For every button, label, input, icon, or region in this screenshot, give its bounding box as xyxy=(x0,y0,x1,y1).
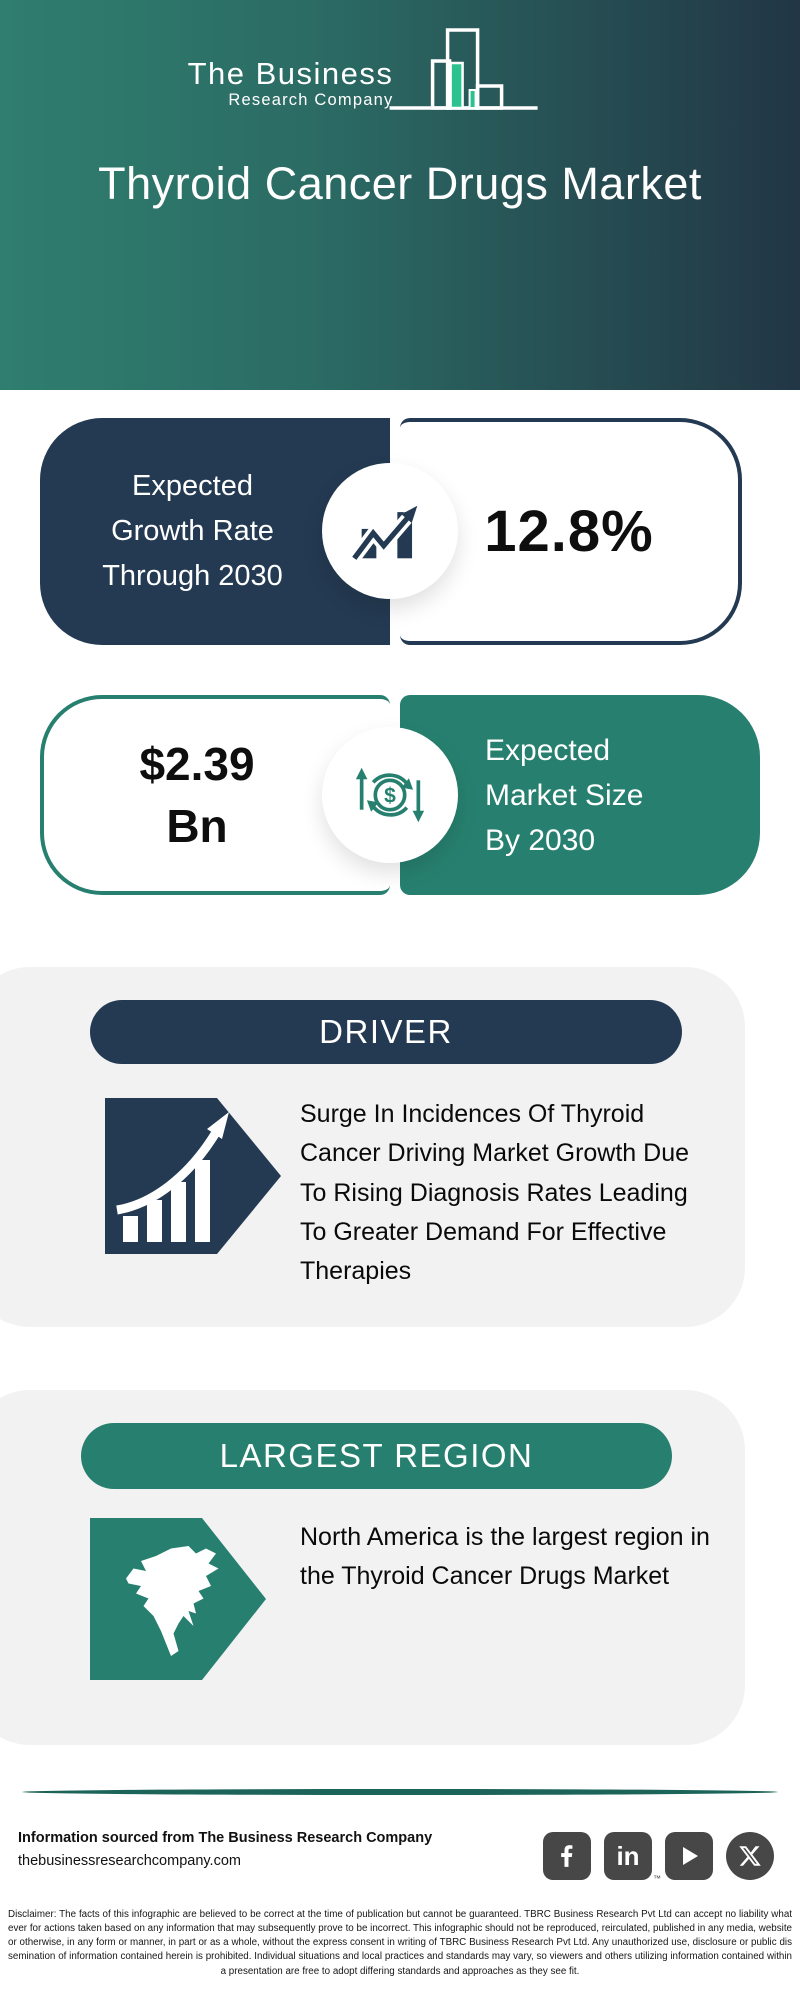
market-size-card: $2.39 Bn Expected Market Size By 2030 $ xyxy=(40,695,760,895)
source-website[interactable]: thebusinessresearchcompany.com xyxy=(18,1853,241,1869)
size-label-line1: Expected xyxy=(485,733,611,767)
logo-line1: The Business xyxy=(187,56,394,92)
section-divider xyxy=(20,1783,780,1801)
largest-region-section: LARGEST REGION North America is the larg… xyxy=(0,1390,745,1745)
largest-region-text: North America is the largest region in t… xyxy=(300,1523,710,1591)
driver-section: DRIVER Surge In Incidences Of Thyroid Ca… xyxy=(0,967,745,1327)
growth-label-line1: Expected xyxy=(132,470,253,503)
north-america-map-icon xyxy=(90,1518,266,1685)
largest-region-heading: LARGEST REGION xyxy=(81,1423,672,1489)
dollar-exchange-icon: $ xyxy=(322,727,458,863)
social-links: in ™ xyxy=(543,1832,774,1883)
growth-label-line2: Growth Rate xyxy=(111,515,274,548)
linkedin-icon[interactable]: in ™ xyxy=(604,1832,661,1883)
growth-rate-card: Expected Growth Rate Through 2030 12.8% xyxy=(40,418,742,645)
company-logo-text: The Business Research Company xyxy=(188,58,394,114)
market-size-value-line1: $2.39 xyxy=(139,737,255,790)
logo-bar-chart-icon xyxy=(389,28,538,110)
bar-growth-icon xyxy=(105,1098,281,1259)
growth-chart-icon xyxy=(322,463,458,599)
market-size-label: Expected Market Size By 2030 xyxy=(400,695,760,895)
page-title: Thyroid Cancer Drugs Market xyxy=(98,158,702,209)
linkedin-tm: ™ xyxy=(653,1874,661,1883)
size-label-line2: Market Size xyxy=(485,778,644,812)
growth-rate-value: 12.8% xyxy=(484,499,654,564)
logo-line2: Research Company xyxy=(228,91,394,109)
growth-label-line3: Through 2030 xyxy=(102,559,283,592)
x-icon[interactable] xyxy=(726,1832,774,1880)
company-logo: The Business Research Company xyxy=(188,14,543,114)
driver-heading: DRIVER xyxy=(90,1000,682,1064)
source-info: Information sourced from The Business Re… xyxy=(18,1830,432,1869)
facebook-icon[interactable] xyxy=(543,1832,591,1880)
footer: Information sourced from The Business Re… xyxy=(0,1820,800,1898)
market-size-value-line2: Bn xyxy=(166,800,228,852)
source-line1: Information sourced from The Business Re… xyxy=(18,1830,433,1846)
driver-text: Surge In Incidences Of Thyroid Cancer Dr… xyxy=(300,1100,690,1285)
market-size-value-panel: $2.39 Bn xyxy=(40,695,390,895)
size-label-line3: By 2030 xyxy=(485,823,596,857)
dollar-sign-glyph: $ xyxy=(384,784,396,807)
disclaimer-text: Disclaimer: The facts of this infographi… xyxy=(8,1908,792,1977)
youtube-icon[interactable] xyxy=(665,1832,713,1880)
linkedin-glyph: in xyxy=(616,1841,640,1871)
hero-banner: The Business Research Company Thyroid Ca… xyxy=(0,0,800,390)
